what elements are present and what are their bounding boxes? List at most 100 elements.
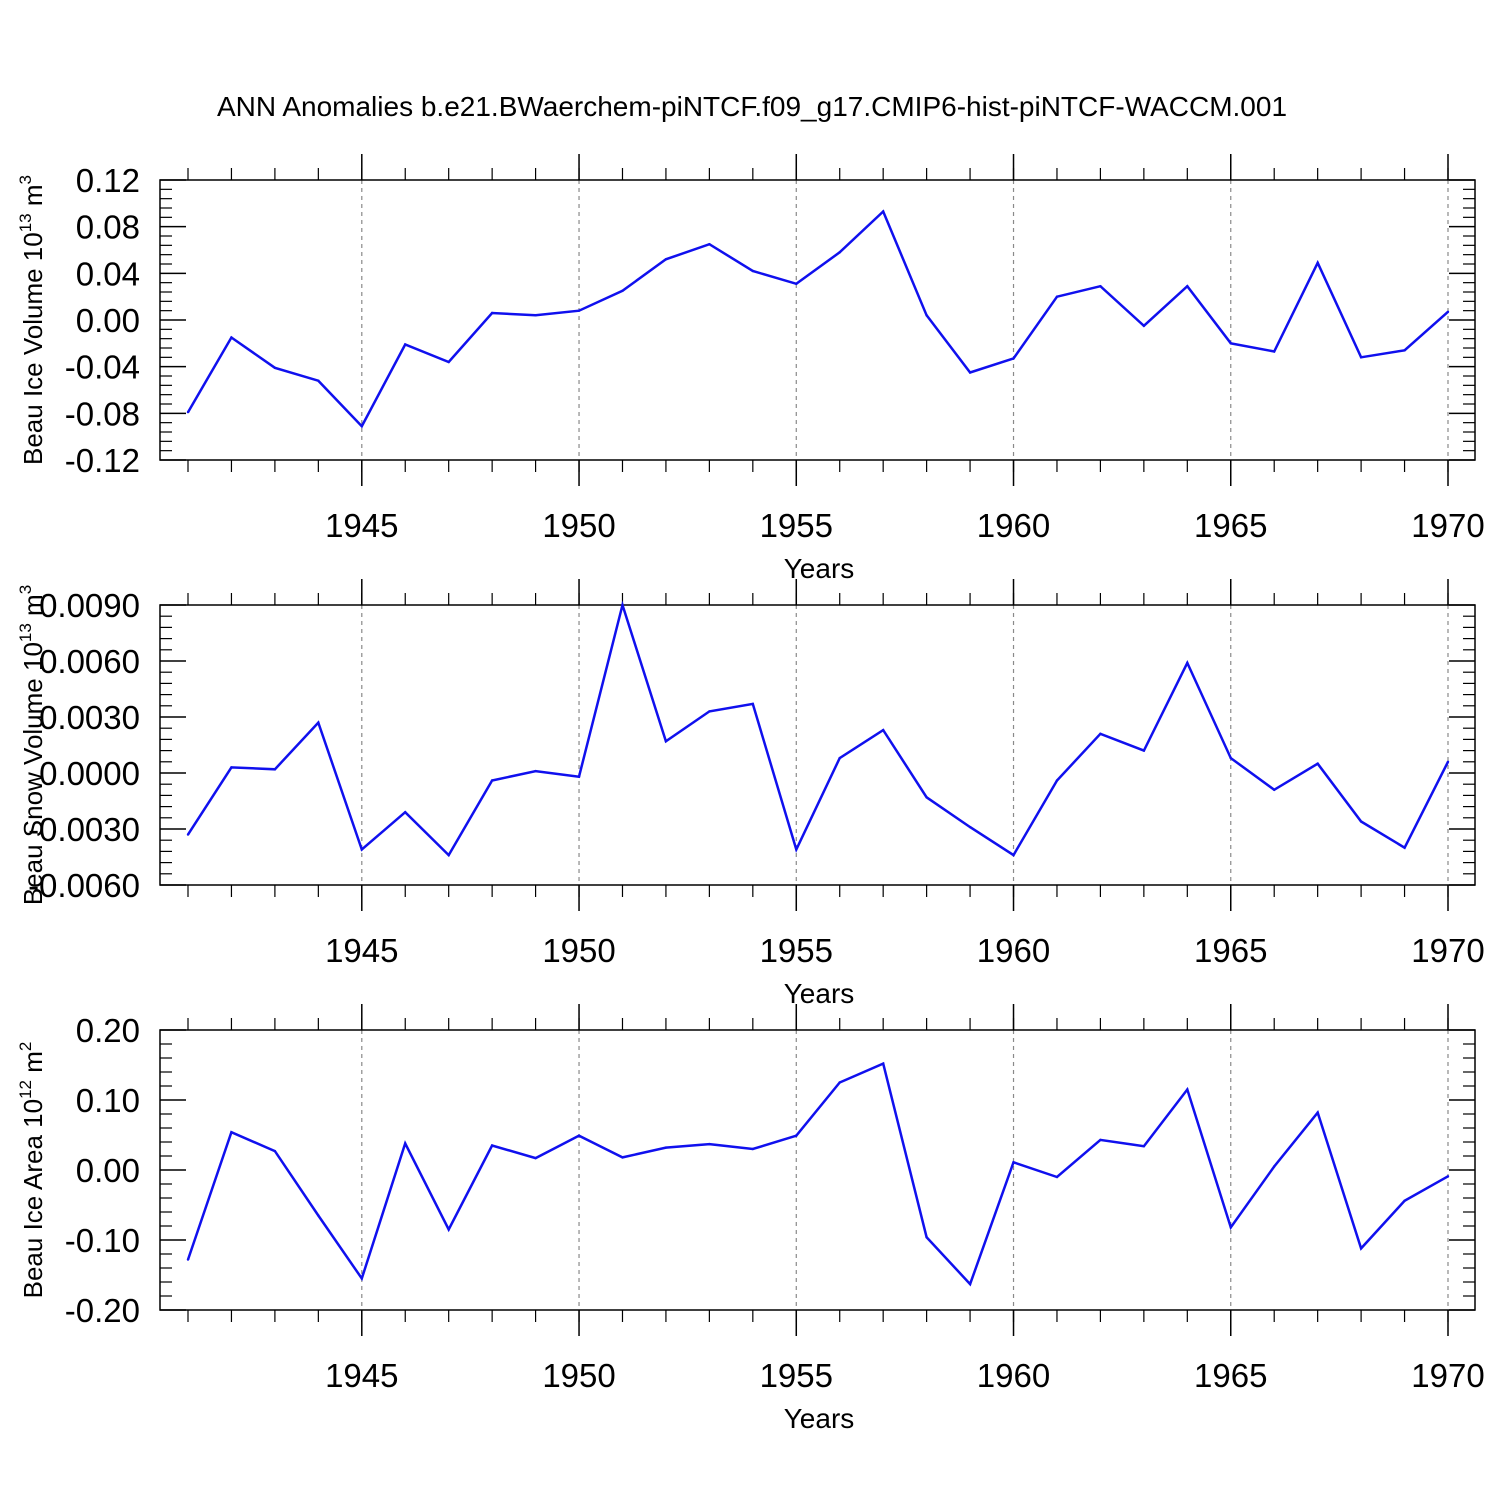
data-point: [404, 343, 407, 346]
panel-1: 1945 1950 1955 1960 1965 1970 0.12 0.08 0.04 0.00…: [16, 154, 1485, 584]
data-point: [534, 314, 537, 317]
data-point: [1055, 779, 1059, 782]
x-tick-label: 1970: [1411, 932, 1484, 969]
data-point: [621, 1156, 624, 1159]
y-tick-label: -0.20: [65, 1292, 140, 1329]
x-tick-label: 1960: [977, 507, 1050, 544]
data-point: [621, 603, 624, 607]
y-tick-label: 0.0060: [39, 643, 140, 680]
data-point: [708, 1142, 711, 1146]
data-point: [881, 728, 885, 732]
x-tick-label: 1970: [1411, 507, 1484, 544]
data-point: [1359, 356, 1363, 359]
data-point: [534, 769, 537, 773]
data-point: [795, 282, 798, 286]
y-tick-label: -0.08: [65, 395, 140, 432]
data-point: [577, 1134, 581, 1137]
x-tick-label: 1945: [325, 507, 398, 544]
data-point: [230, 1131, 233, 1134]
y-axis-label: Beau Ice Area 1012 m2: [16, 1042, 48, 1299]
x-tick-label: 1945: [325, 1357, 398, 1394]
data-point: [838, 1081, 841, 1084]
y-tick-label: -0.10: [65, 1222, 140, 1259]
data-point: [1055, 295, 1059, 298]
data-point: [881, 1062, 885, 1065]
data-point: [968, 371, 972, 374]
data-point: [447, 853, 450, 857]
data-point: [925, 796, 928, 799]
data-point: [317, 721, 320, 724]
data-point: [230, 336, 233, 339]
series-line: [186, 209, 1449, 429]
y-tick-label: 0.08: [76, 209, 140, 246]
x-tick-label: 1950: [542, 507, 615, 544]
data-point: [795, 1134, 798, 1137]
x-axis-label: Years: [784, 978, 855, 1009]
data-point: [968, 825, 972, 829]
y-tick-label: 0.00: [76, 1152, 140, 1189]
data-point: [795, 848, 798, 851]
data-point: [360, 848, 363, 851]
plot-frame: [159, 604, 1476, 886]
x-tick-label: 1955: [760, 507, 833, 544]
x-tick-label: 1960: [977, 1357, 1050, 1394]
data-point: [751, 269, 755, 273]
data-point: [1403, 349, 1406, 352]
data-point: [186, 410, 190, 414]
panel-3: 1945 1950 1955 1960 1965 1970 0.20 0.10 0.00 -0.1…: [16, 1004, 1485, 1434]
data-point: [230, 766, 233, 769]
y-tick-label: 0.12: [76, 162, 140, 199]
x-axis-label: Years: [784, 553, 855, 584]
data-point: [1099, 1138, 1102, 1142]
data-point: [360, 1277, 363, 1280]
data-point: [1099, 284, 1102, 288]
series-line: [186, 1061, 1449, 1287]
x-tick-label: 1955: [760, 932, 833, 969]
series-line: [186, 600, 1450, 858]
data-point: [1273, 350, 1276, 353]
data-point: [534, 1156, 537, 1160]
data-point: [1229, 342, 1232, 345]
data-point: [1229, 756, 1232, 760]
data-point: [317, 1214, 320, 1217]
data-point: [404, 811, 407, 814]
data-point: [1316, 261, 1319, 265]
data-point: [273, 768, 277, 771]
data-point: [186, 1258, 190, 1261]
y-tick-label: 0.04: [76, 255, 140, 292]
data-point: [317, 379, 320, 382]
data-point: [664, 740, 668, 743]
data-point: [1273, 1165, 1276, 1168]
data-point: [664, 258, 668, 261]
y-tick-label: 0.0000: [39, 755, 140, 792]
x-tick-label: 1950: [542, 932, 615, 969]
data-point: [273, 366, 277, 370]
data-point: [968, 1282, 972, 1286]
x-tick-label: 1950: [542, 1357, 615, 1394]
data-point: [1055, 1175, 1059, 1179]
data-point: [273, 1149, 277, 1153]
data-point: [1186, 661, 1189, 665]
data-point: [751, 1147, 755, 1151]
data-point: [838, 756, 841, 760]
data-point: [360, 424, 363, 428]
data-point: [1099, 732, 1102, 735]
y-tick-label: -0.04: [65, 349, 140, 386]
y-tick-label: 0.10: [76, 1082, 140, 1119]
x-tick-label: 1945: [325, 932, 398, 969]
data-point: [1142, 749, 1146, 752]
y-axis-label: Beau Ice Volume 1013 m3: [16, 175, 48, 465]
y-tick-label: -0.12: [65, 442, 140, 479]
y-tick-label: 0.20: [76, 1012, 140, 1049]
y-tick-label: -0.0030: [28, 811, 140, 848]
data-point: [490, 311, 494, 315]
data-point: [447, 360, 450, 364]
data-point: [881, 210, 885, 213]
data-point: [1359, 1247, 1363, 1250]
data-point: [1186, 1088, 1189, 1091]
data-point: [1012, 357, 1015, 360]
x-axis-label: Years: [784, 1403, 855, 1434]
data-point: [1142, 1145, 1146, 1148]
data-point: [1012, 853, 1015, 857]
